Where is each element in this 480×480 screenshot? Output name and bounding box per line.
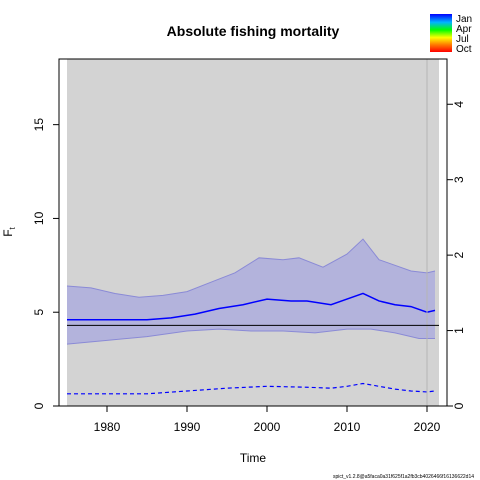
x-axis: 1980 1990 2000 2010 2020 [94, 406, 441, 434]
y-axis-label-subscript: t [8, 226, 17, 229]
plot-background [67, 59, 439, 406]
x-tick-label: 1990 [174, 420, 201, 434]
x-tick-label: 2010 [334, 420, 361, 434]
svg-text:Ft: Ft [1, 226, 17, 236]
y-axis-label: Ft [1, 226, 17, 236]
y-tick-label: 0 [32, 402, 46, 409]
y-tick-label: 5 [32, 309, 46, 316]
y-tick-label: 10 [32, 211, 46, 225]
x-tick-label: 2000 [254, 420, 281, 434]
y-axis: 0 5 10 15 [32, 118, 59, 410]
x-tick-label: 1980 [94, 420, 121, 434]
right-y-tick-label: 3 [452, 176, 466, 183]
legend-color-bar [430, 14, 452, 52]
legend-entry: Oct [456, 44, 472, 55]
right-y-tick-label: 4 [452, 101, 466, 108]
chart-title: Absolute fishing mortality [167, 23, 340, 39]
right-y-tick-label: 2 [452, 251, 466, 258]
right-y-tick-label: 1 [452, 327, 466, 334]
right-y-axis: 0 1 2 3 4 [447, 101, 466, 410]
x-axis-label: Time [240, 451, 267, 465]
x-tick-label: 2020 [414, 420, 441, 434]
footer-version: spict_v1.2.8@a5faca0a31f625f1a2fb3cb4026… [333, 474, 474, 480]
y-axis-label-main: F [1, 229, 15, 236]
right-y-tick-label: 0 [452, 402, 466, 409]
plot-area [59, 59, 447, 406]
y-tick-label: 15 [32, 118, 46, 132]
